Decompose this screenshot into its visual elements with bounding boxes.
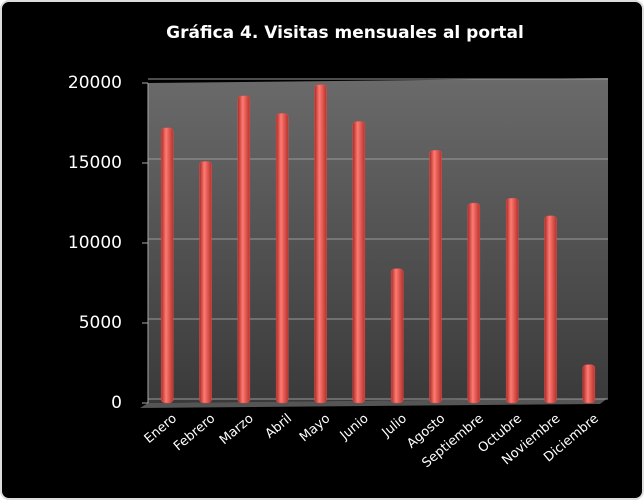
bar [582, 364, 596, 404]
bar [237, 95, 251, 404]
bar [390, 268, 404, 404]
y-tick-label: 15000 [68, 153, 122, 173]
bar [467, 202, 481, 404]
y-tick-label: 20000 [68, 73, 122, 93]
chart-title: Gráfica 4. Visitas mensuales al portal [166, 23, 524, 43]
bar [160, 127, 174, 404]
bar [199, 161, 212, 404]
bar [505, 197, 519, 404]
plot-area [148, 78, 608, 403]
y-tick-label: 5000 [79, 313, 122, 333]
bar [544, 215, 557, 404]
y-tick-label: 10000 [68, 233, 122, 253]
bar [352, 121, 366, 404]
bar [275, 113, 289, 404]
y-tick-label: 0 [111, 393, 122, 413]
bar [429, 149, 442, 404]
floor [140, 398, 608, 408]
bar [314, 84, 327, 404]
